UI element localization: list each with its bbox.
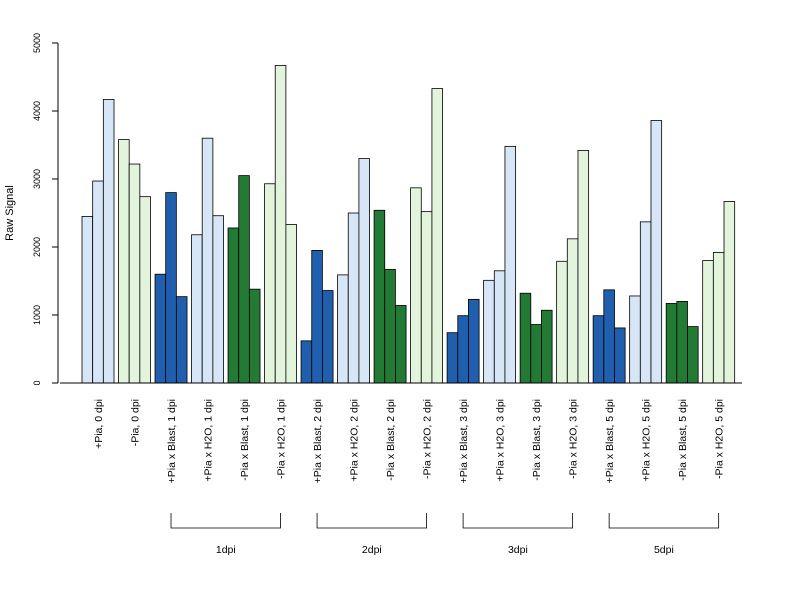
bar — [154, 273, 167, 384]
category-label: +Pia x Blast, 5 dpi — [604, 399, 616, 483]
bar — [712, 252, 725, 384]
bar — [566, 238, 579, 384]
bar — [577, 150, 590, 384]
category-label: -Pia x Blast, 2 dpi — [385, 399, 397, 481]
bar — [321, 290, 334, 384]
bar — [264, 183, 276, 384]
bar — [639, 221, 652, 384]
bars — [81, 65, 736, 384]
category-label: -Pia x H2O, 3 dpi — [568, 399, 580, 479]
group-label: 1dpi — [216, 544, 236, 556]
bar — [311, 249, 323, 384]
category-label: +Pia x Blast, 3 dpi — [458, 399, 470, 483]
bar — [274, 65, 287, 384]
bar — [395, 305, 407, 384]
bar — [446, 332, 459, 384]
category-labels: +Pia, 0 dpi -Pia, 0 dpi +Pia x Blast, 1 dp… — [93, 399, 726, 483]
group-bracket — [170, 513, 281, 529]
bar — [504, 145, 517, 384]
bar — [384, 269, 396, 384]
y-tick-label: 3000 — [32, 169, 42, 189]
category-label: -Pia x H2O, 2 dpi — [422, 399, 434, 479]
category-label: -Pia x Blast, 3 dpi — [531, 399, 543, 481]
bar — [102, 99, 115, 384]
bar — [592, 315, 605, 384]
group-bracket — [316, 513, 427, 529]
category-label: +Pia x H2O, 3 dpi — [495, 399, 507, 482]
bar — [373, 209, 386, 384]
bar — [81, 215, 94, 384]
category-label: +Pia x H2O, 5 dpi — [641, 399, 653, 482]
bar — [457, 315, 469, 384]
y-tick-label: 4000 — [32, 101, 42, 121]
bar — [493, 270, 506, 384]
bar — [191, 234, 203, 384]
category-label: +Pia x H2O, 1 dpi — [203, 399, 215, 482]
bar — [337, 274, 349, 384]
bar — [702, 260, 714, 384]
bar — [175, 296, 188, 384]
bar — [650, 120, 663, 384]
bar — [431, 88, 443, 384]
bar — [212, 215, 224, 384]
bar — [676, 300, 688, 384]
bar — [603, 289, 615, 384]
group-label: 5dpi — [654, 544, 674, 556]
bar — [420, 211, 433, 384]
y-tick-label: 5000 — [32, 33, 42, 53]
y-tick-label: 1000 — [32, 305, 42, 325]
category-label: +Pia, 0 dpi — [93, 399, 105, 449]
category-label: -Pia x H2O, 1 dpi — [276, 399, 288, 479]
y-tick-label: 2000 — [32, 237, 42, 257]
y-axis-title: Raw Signal — [4, 185, 16, 241]
bar — [139, 196, 151, 384]
bar — [483, 279, 495, 384]
bar — [227, 227, 240, 384]
bar — [92, 180, 104, 384]
bar — [519, 292, 532, 384]
y-axis: 0 1000 2000 3000 4000 5000 — [32, 33, 59, 386]
bar — [410, 187, 422, 384]
bar — [347, 212, 360, 384]
group-label: 2dpi — [362, 544, 382, 556]
group-bracket — [608, 513, 720, 529]
category-label: -Pia x Blast, 5 dpi — [677, 399, 689, 481]
bar — [556, 260, 568, 384]
category-label: +Pia x Blast, 2 dpi — [312, 399, 324, 483]
category-label: -Pia x H2O, 5 dpi — [714, 399, 726, 479]
bar — [165, 192, 177, 384]
category-label: +Pia x H2O, 2 dpi — [349, 399, 361, 482]
group-label: 3dpi — [508, 544, 528, 556]
bar — [118, 139, 130, 384]
bar — [723, 201, 736, 384]
bar — [201, 137, 214, 384]
bar — [285, 224, 297, 384]
bar — [665, 303, 678, 384]
bar — [128, 163, 141, 384]
group-bracket — [462, 513, 574, 529]
bar — [687, 326, 699, 384]
category-label: -Pia, 0 dpi — [130, 399, 142, 446]
group-brackets: 1dpi 2dpi 3dpi 5dpi — [170, 513, 720, 556]
category-label: -Pia x Blast, 1 dpi — [239, 399, 251, 481]
y-tick-label: 0 — [32, 380, 42, 385]
bar — [300, 340, 313, 384]
bar — [530, 324, 542, 384]
bar — [629, 295, 641, 384]
bar — [238, 175, 250, 384]
category-label: +Pia x Blast, 1 dpi — [166, 399, 178, 483]
bar — [248, 288, 261, 384]
bar — [541, 309, 553, 384]
bar — [614, 327, 626, 384]
bar — [468, 298, 480, 384]
bar — [358, 158, 370, 384]
